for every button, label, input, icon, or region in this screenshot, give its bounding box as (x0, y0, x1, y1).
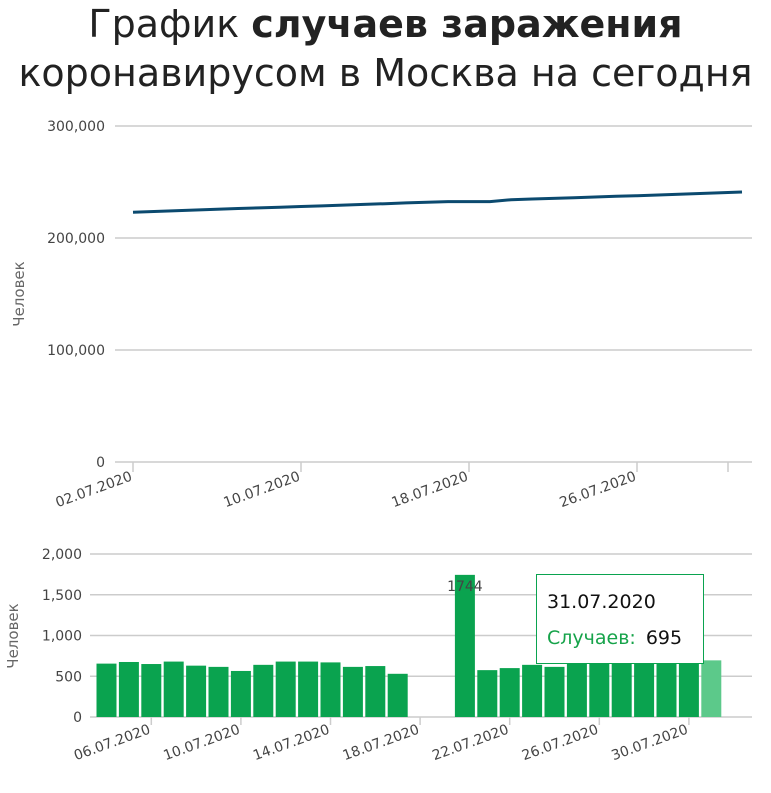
bar (320, 662, 341, 717)
bar (208, 666, 229, 717)
tooltip-label: Случаев: (547, 627, 636, 649)
bar (477, 670, 498, 717)
bar-data-label: 1744 (447, 579, 483, 595)
tooltip-value: 695 (645, 627, 683, 649)
bar (454, 574, 475, 717)
y-tick-label: 200,000 (47, 231, 105, 247)
title-part-3: коронавирусом в Москва на сегодня (18, 51, 753, 95)
bar (522, 664, 543, 717)
y-axis-label: Человек (4, 603, 22, 668)
title-part-1: График (88, 2, 252, 46)
bar (365, 666, 386, 717)
bar (253, 664, 274, 717)
tooltip-row: Случаев: 695 (547, 627, 682, 649)
tooltip: 31.07.2020 Случаев: 695 (536, 574, 704, 664)
title-part-2: случаев заражения (251, 2, 683, 46)
tooltip-date: 31.07.2020 (547, 591, 656, 613)
x-tick-label: 10.07.2020 (222, 469, 303, 511)
x-tick-label: 18.07.2020 (390, 469, 471, 511)
cases-line (132, 190, 743, 214)
bar (634, 662, 655, 717)
bar (701, 660, 722, 717)
bar (544, 666, 565, 717)
cumulative-cases-line-chart: 0 100,000 200,000 300,000 Человек 02.07.2020 1… (10, 119, 752, 511)
x-tick-label: 22.07.2020 (430, 722, 511, 764)
bar (186, 665, 207, 717)
x-tick-label: 26.07.2020 (520, 722, 601, 764)
x-tick-label: 30.07.2020 (609, 722, 690, 764)
y-tick-label: 0 (73, 710, 82, 726)
bar (499, 668, 520, 717)
bar (678, 662, 699, 717)
bar (611, 662, 632, 717)
y-tick-label: 500 (55, 669, 82, 685)
bar (141, 664, 162, 717)
bar (96, 663, 117, 717)
y-tick-label: 0 (96, 455, 105, 471)
y-tick-label: 1,000 (42, 629, 82, 645)
x-tick-label: 10.07.2020 (161, 722, 242, 764)
x-tick-label: 26.07.2020 (558, 469, 639, 511)
x-tick-label: 02.07.2020 (54, 469, 135, 511)
bar (387, 673, 408, 717)
y-tick-label: 1,500 (42, 588, 82, 604)
x-tick-label: 18.07.2020 (341, 722, 422, 764)
bar (163, 661, 184, 717)
y-tick-label: 100,000 (47, 343, 105, 359)
bar (275, 661, 296, 717)
chart-title: График случаев заражения коронавирусом в… (0, 0, 771, 98)
y-axis-label: Человек (10, 261, 28, 326)
bar (118, 661, 139, 717)
y-tick-label: 2,000 (42, 547, 82, 563)
daily-cases-bar-chart: 0 500 1,000 1,500 2,000 Человек 1744 06.07.2020… (4, 547, 752, 764)
y-tick-label: 300,000 (47, 119, 105, 135)
bar (342, 666, 363, 717)
bar (566, 663, 587, 717)
bar (230, 670, 251, 717)
bar (298, 661, 319, 717)
x-tick-label: 06.07.2020 (72, 722, 153, 764)
bar (589, 662, 610, 717)
x-tick-label: 14.07.2020 (251, 722, 332, 764)
bar (656, 662, 677, 717)
